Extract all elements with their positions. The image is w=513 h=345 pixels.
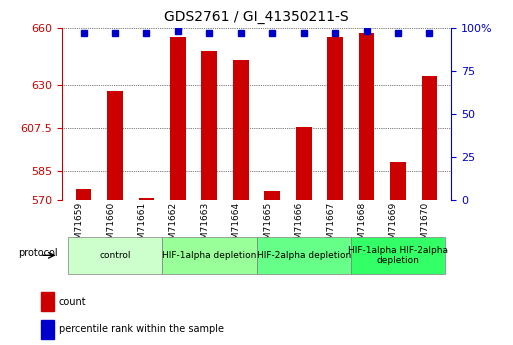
Text: control: control — [99, 251, 131, 260]
Text: HIF-1alpha depletion: HIF-1alpha depletion — [162, 251, 256, 260]
Text: HIF-2alpha depletion: HIF-2alpha depletion — [256, 251, 351, 260]
Bar — [41, 292, 54, 311]
Text: percentile rank within the sample: percentile rank within the sample — [59, 325, 224, 334]
Bar — [107, 91, 123, 200]
Bar — [41, 320, 54, 339]
FancyBboxPatch shape — [351, 237, 445, 274]
Text: GSM71660: GSM71660 — [106, 202, 115, 251]
Text: GSM71663: GSM71663 — [201, 202, 209, 251]
Text: GSM71669: GSM71669 — [389, 202, 398, 251]
Bar — [296, 127, 311, 200]
Bar — [390, 162, 406, 200]
FancyBboxPatch shape — [68, 237, 162, 274]
Text: GSM71665: GSM71665 — [263, 202, 272, 251]
Bar — [264, 190, 280, 200]
Bar — [327, 37, 343, 200]
Bar — [359, 33, 374, 200]
Bar — [202, 51, 217, 200]
Text: protocol: protocol — [18, 248, 58, 258]
Text: GDS2761 / GI_41350211-S: GDS2761 / GI_41350211-S — [164, 10, 349, 24]
Text: GSM71662: GSM71662 — [169, 202, 178, 251]
Text: GSM71670: GSM71670 — [421, 202, 429, 251]
Bar — [233, 60, 249, 200]
Bar — [170, 37, 186, 200]
Text: GSM71661: GSM71661 — [137, 202, 146, 251]
Text: GSM71668: GSM71668 — [358, 202, 367, 251]
Text: GSM71667: GSM71667 — [326, 202, 335, 251]
FancyBboxPatch shape — [256, 237, 351, 274]
Text: count: count — [59, 297, 87, 306]
Bar — [76, 189, 91, 200]
Text: GSM71664: GSM71664 — [232, 202, 241, 251]
Text: GSM71659: GSM71659 — [74, 202, 84, 251]
Text: HIF-1alpha HIF-2alpha
depletion: HIF-1alpha HIF-2alpha depletion — [348, 246, 448, 265]
Bar — [422, 76, 437, 200]
Text: GSM71666: GSM71666 — [294, 202, 304, 251]
FancyBboxPatch shape — [162, 237, 256, 274]
Bar — [139, 198, 154, 200]
